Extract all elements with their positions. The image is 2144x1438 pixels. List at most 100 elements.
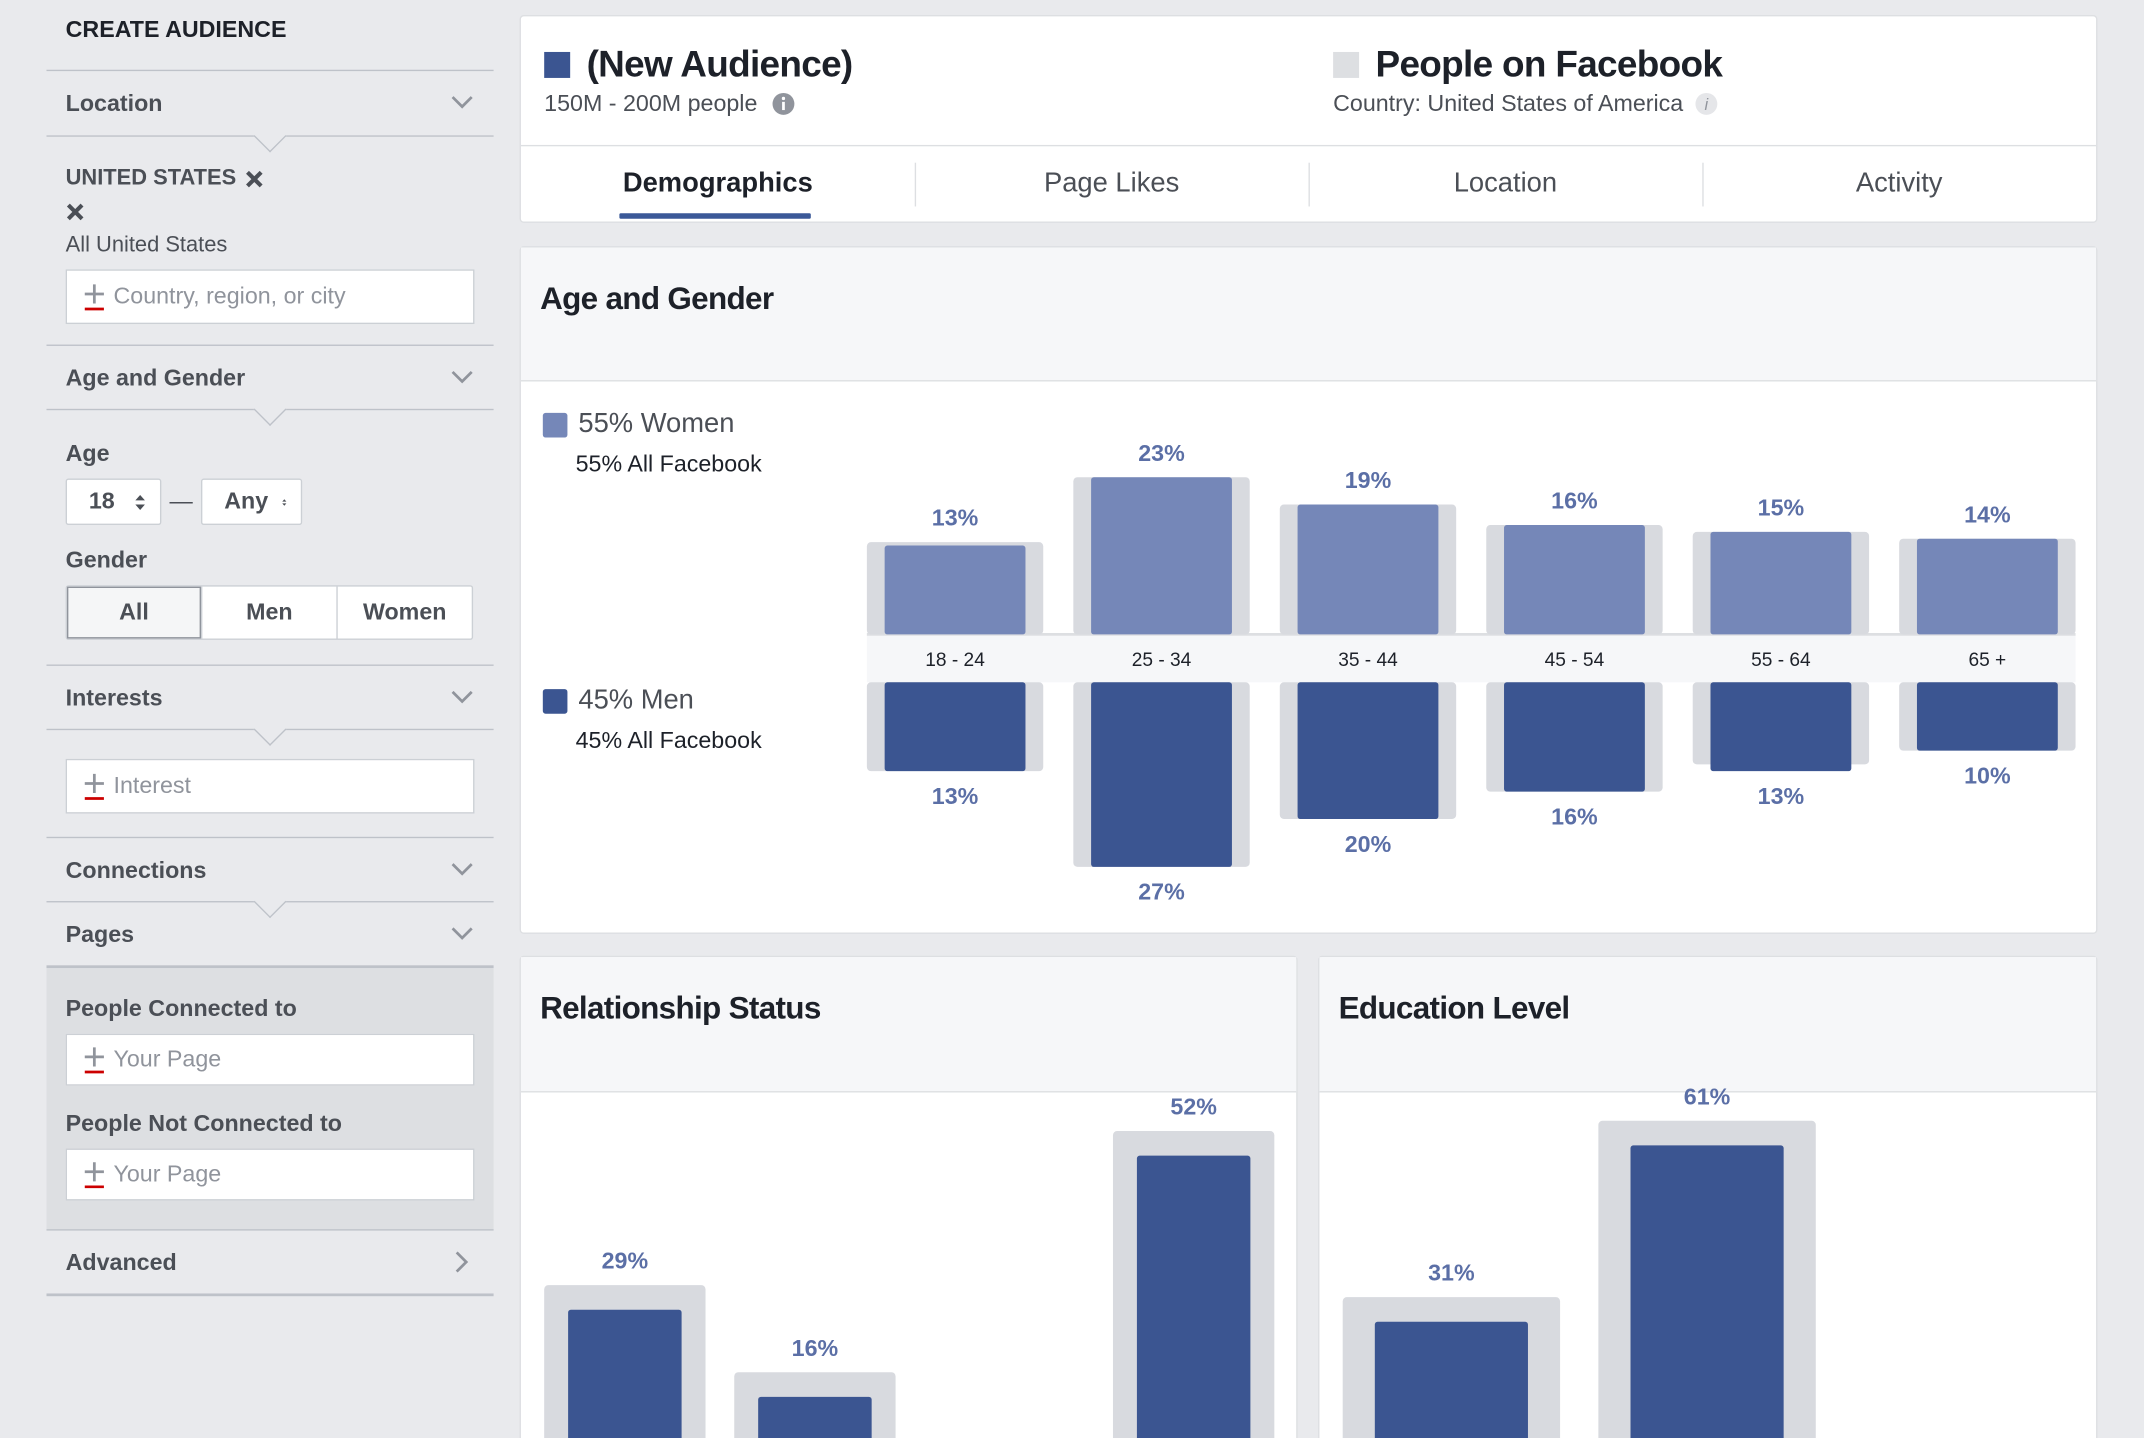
chevron-down-icon: [451, 370, 473, 384]
remove-icon[interactable]: [244, 170, 263, 189]
men-bar: [884, 682, 1026, 772]
age-to-select[interactable]: Any: [200, 478, 303, 526]
age-category-label: 25 - 34: [1132, 650, 1192, 671]
education-card: Education Level 31% 61%: [1318, 955, 2098, 1438]
tab-divider: [914, 162, 917, 207]
women-bar: [1091, 477, 1232, 635]
gender-all-button[interactable]: All: [66, 586, 203, 639]
bar: [568, 1309, 682, 1438]
relationship-card-header: Relationship Status: [520, 957, 1297, 1093]
women-value-label: 15%: [1758, 494, 1805, 520]
age-gender-section-header[interactable]: Age and Gender: [46, 344, 494, 426]
bar: [1136, 1155, 1251, 1438]
interest-placeholder: Interest: [113, 772, 192, 799]
pages-section-header[interactable]: Pages: [46, 902, 494, 969]
men-value-label: 10%: [1964, 762, 2011, 788]
gender-segmented-control: All Men Women: [65, 585, 474, 640]
tab-page-likes[interactable]: Page Likes: [914, 146, 1309, 221]
plus-icon: [84, 773, 104, 800]
info-icon[interactable]: i: [1694, 92, 1719, 117]
bar: [1630, 1145, 1784, 1438]
tab-divider: [1702, 162, 1704, 207]
men-bar: [1710, 682, 1852, 772]
relationship-card: Relationship Status 29% 16% 52%: [519, 955, 1298, 1438]
women-swatch: [542, 412, 568, 437]
connected-page-input[interactable]: Your Page: [65, 1033, 475, 1086]
education-title: Education Level: [1338, 989, 1571, 1026]
women-legend-label: 55% Women: [578, 408, 735, 439]
not-connected-label: People Not Connected to: [65, 1110, 342, 1137]
interest-search-input[interactable]: Interest: [65, 758, 475, 814]
women-value-label: 14%: [1964, 501, 2011, 527]
chevron-down-icon: [451, 927, 473, 940]
plus-icon: [84, 284, 104, 311]
connections-section-header[interactable]: Connections: [46, 836, 494, 919]
tab-divider: [1308, 162, 1310, 207]
location-section-label: Location: [65, 90, 163, 117]
location-scope: All United States: [65, 233, 228, 258]
audience-name: (New Audience): [586, 43, 854, 85]
tab-location[interactable]: Location: [1308, 146, 1703, 221]
bar-value-label: 31%: [1428, 1260, 1475, 1286]
women-value-label: 13%: [932, 505, 979, 531]
age-gender-card-header: Age and Gender: [520, 247, 2097, 382]
interests-section-header[interactable]: Interests: [46, 664, 494, 746]
audience-swatch: [544, 51, 571, 78]
location-section-header[interactable]: Location: [46, 71, 494, 153]
tab-page-likes-label: Page Likes: [1043, 168, 1180, 199]
age-from-value: 18: [88, 488, 115, 515]
chevron-down-icon: [451, 863, 473, 876]
men-bar: [1916, 682, 2058, 751]
info-icon[interactable]: [771, 92, 796, 117]
age-separator: —: [169, 488, 193, 515]
bar: [1374, 1321, 1528, 1438]
age-to-value: Any: [224, 488, 269, 515]
tab-demographics-label: Demographics: [622, 168, 813, 199]
men-bar: [1297, 682, 1439, 820]
location-placeholder: Country, region, or city: [113, 283, 346, 310]
location-tag: UNITED STATES: [66, 137, 475, 192]
women-value-label: 23%: [1138, 440, 1185, 466]
bar-value-label: 29%: [602, 1248, 649, 1274]
baseline-name: People on Facebook: [1375, 43, 1723, 85]
gender-women-button[interactable]: Women: [362, 598, 447, 625]
age-category-label: 18 - 24: [925, 650, 985, 671]
women-bar: [1504, 525, 1645, 635]
not-connected-page-input[interactable]: Your Page: [65, 1148, 475, 1201]
women-bar: [1297, 504, 1439, 635]
tab-demographics[interactable]: Demographics: [521, 146, 915, 221]
sidebar-title: CREATE AUDIENCE: [46, 0, 494, 72]
advanced-section-header[interactable]: Advanced: [46, 1231, 494, 1297]
not-connected-placeholder: Your Page: [113, 1160, 222, 1187]
men-baseline-label: 45% All Facebook: [575, 727, 762, 754]
women-bar: [884, 545, 1026, 635]
men-value-label: 13%: [1758, 783, 1805, 809]
location-search-input[interactable]: Country, region, or city: [65, 269, 475, 325]
relationship-chart: 29% 16% 52%: [544, 1094, 1275, 1438]
remove-icon[interactable]: [66, 202, 85, 221]
tab-activity[interactable]: Activity: [1702, 146, 2096, 221]
axis-band: [866, 634, 2076, 683]
women-legend: 55% Women 55% All Facebook: [542, 408, 762, 479]
men-legend-label: 45% Men: [578, 685, 694, 716]
age-gender-card: Age and Gender 55% Women 55% All Faceboo…: [519, 246, 2098, 934]
age-from-select[interactable]: 18: [65, 478, 162, 526]
bar-value-label: 52%: [1170, 1094, 1217, 1120]
tab-location-label: Location: [1453, 168, 1558, 199]
sort-arrows-icon: [282, 498, 287, 506]
men-value-label: 16%: [1551, 803, 1598, 829]
age-label: Age: [65, 440, 110, 467]
advanced-section-label: Advanced: [65, 1249, 177, 1276]
baseline-country: Country: United States of America: [1333, 90, 1684, 117]
chevron-down-icon: [451, 690, 473, 704]
gender-label: Gender: [65, 546, 148, 573]
plus-icon: [84, 1162, 104, 1189]
connections-section-label: Connections: [65, 857, 207, 884]
men-value-label: 13%: [932, 783, 979, 809]
sort-arrows-icon: [135, 494, 145, 510]
bar: [758, 1396, 872, 1438]
svg-text:i: i: [1705, 96, 1710, 114]
women-bar: [1710, 531, 1852, 635]
age-category-label: 65 +: [1968, 650, 2006, 671]
gender-men-button[interactable]: Men: [202, 586, 338, 639]
